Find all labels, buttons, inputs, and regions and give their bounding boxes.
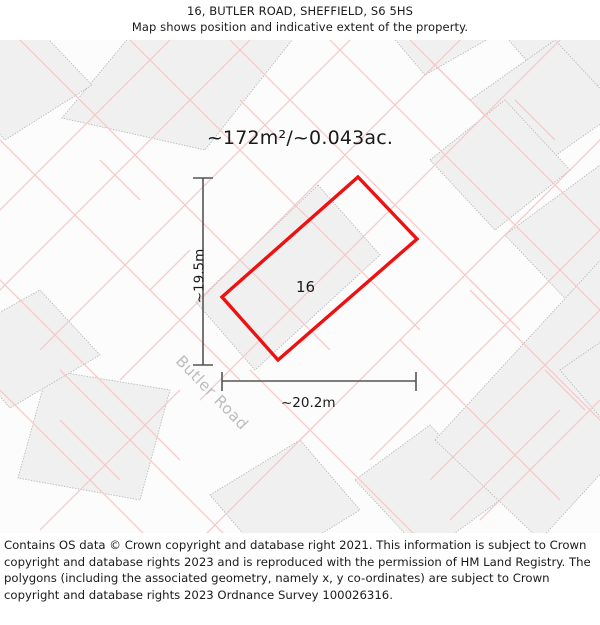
- parcel-boundaries: [0, 40, 600, 533]
- page-subtitle: Map shows position and indicative extent…: [131, 20, 469, 34]
- copyright-attribution: Contains OS data © Crown copyright and d…: [4, 538, 591, 602]
- horizontal-dimension-label: ~20.2m: [281, 395, 336, 411]
- map-canvas[interactable]: ~172m²/~0.043ac. 16 ~19.5m ~20.2m Butler…: [0, 40, 600, 533]
- property-boundary-polygon: [219, 174, 420, 363]
- map-vector-layer: [0, 40, 600, 533]
- vertical-dimension-label: ~19.5m: [191, 248, 208, 304]
- area-label: ~172m²/~0.043ac.: [206, 127, 394, 149]
- plot-number-label: 16: [296, 278, 316, 296]
- page-title: 16, BUTLER ROAD, SHEFFIELD, S6 5HS: [186, 4, 414, 18]
- map-header: 16, BUTLER ROAD, SHEFFIELD, S6 5HS Map s…: [0, 0, 600, 40]
- dimension-lines: [193, 177, 417, 391]
- map-footer: Contains OS data © Crown copyright and d…: [0, 533, 600, 625]
- building-footprints: [0, 40, 600, 533]
